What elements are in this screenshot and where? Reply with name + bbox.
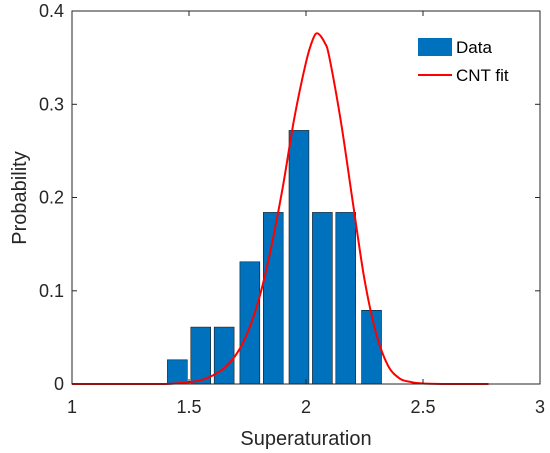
- x-tick-label: 2.5: [410, 397, 435, 417]
- x-tick-label: 1.5: [176, 397, 201, 417]
- tick-label-group: 1 1.5 2 2.5 3 0 0.1 0.2 0.3 0.4: [39, 1, 545, 417]
- bar: [213, 326, 235, 385]
- bar-group: [167, 130, 382, 385]
- bar: [239, 261, 261, 385]
- x-tick-label: 3: [535, 397, 545, 417]
- y-tick-label: 0.2: [39, 188, 64, 208]
- legend-label-cnt-fit: CNT fit: [456, 66, 509, 85]
- y-tick-label: 0.1: [39, 281, 64, 301]
- x-axis-label: Superaturation: [240, 428, 371, 450]
- bar: [312, 212, 333, 385]
- y-tick-label: 0.3: [39, 94, 64, 114]
- bar: [361, 309, 382, 385]
- bar: [288, 130, 310, 385]
- bar: [167, 359, 188, 385]
- x-tick-label: 2: [301, 397, 311, 417]
- cnt-fit-line: [71, 32, 489, 386]
- legend-label-data: Data: [456, 38, 492, 57]
- y-tick-label: 0: [54, 374, 64, 394]
- y-tick-label: 0.4: [39, 1, 64, 21]
- legend-swatch-data: [418, 38, 452, 56]
- bar: [190, 326, 212, 385]
- x-tick-label: 1: [67, 397, 77, 417]
- y-axis-label: Probability: [9, 151, 31, 244]
- bar: [335, 212, 356, 385]
- line-group: [71, 32, 489, 386]
- tick-group: [71, 10, 541, 385]
- legend: Data CNT fit: [408, 31, 526, 89]
